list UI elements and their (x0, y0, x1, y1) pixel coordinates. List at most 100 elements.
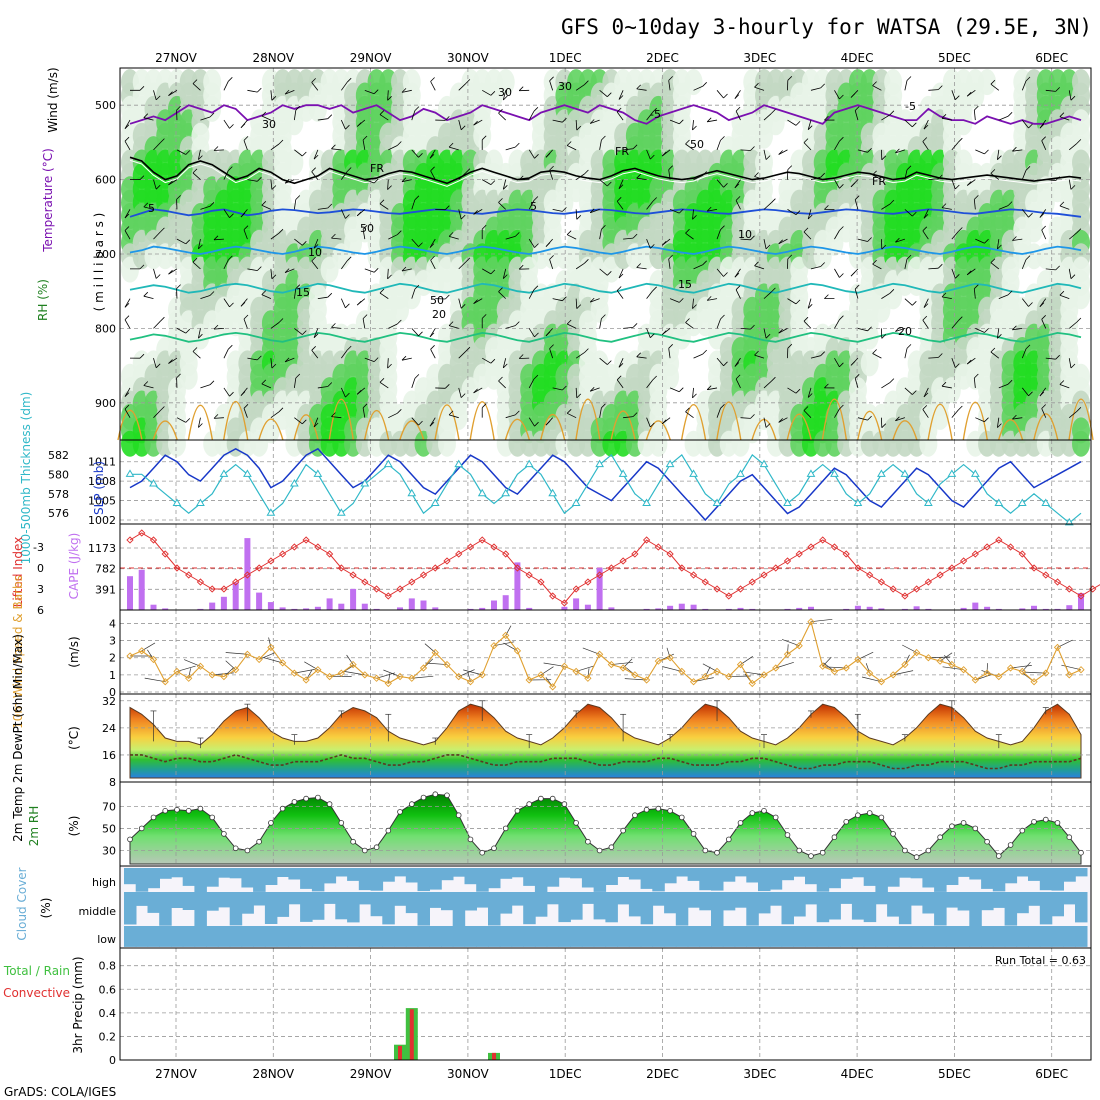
wind-barb-flag (652, 107, 657, 113)
lifted-index-marker (384, 592, 392, 600)
cloud-cell (570, 892, 583, 920)
cloud-cell (300, 892, 313, 922)
rh-marker (162, 807, 169, 814)
rh-marker (221, 831, 227, 837)
wind-barb (693, 677, 714, 683)
wind-barb-flag (771, 198, 776, 203)
warm-contour (399, 420, 425, 441)
wind-barb-flag (379, 378, 385, 383)
cloud-cell (1039, 868, 1053, 891)
wind-barb (778, 238, 788, 245)
wind-barb (388, 412, 398, 419)
wind-speed-marker (149, 655, 158, 664)
wind-barb (364, 89, 375, 95)
cloud-cell (1051, 892, 1064, 917)
lifted-index-marker (607, 564, 616, 572)
wind-barb (243, 229, 248, 240)
cape-tick-label: 391 (95, 583, 116, 596)
wind-speed-marker (1006, 664, 1015, 672)
contour-label: 5 (530, 200, 537, 213)
wind-barb (1021, 80, 1027, 91)
cape-bar (220, 596, 227, 610)
wind-barb (834, 408, 840, 418)
temperature-contour-15 (129, 282, 1082, 294)
wind-barb-flag (1041, 225, 1046, 231)
cloud-cell (182, 926, 196, 947)
wind-barb (124, 408, 131, 418)
wind-barb (646, 290, 654, 299)
wind-barb (198, 239, 201, 249)
wind-barb-flag (362, 314, 368, 319)
wind-barb (787, 298, 797, 305)
cloud-cell (546, 892, 560, 905)
cloud-cell (441, 868, 454, 881)
wind-barb (430, 259, 436, 270)
precip-tick-label: 0.6 (99, 983, 117, 996)
cloud-cell (499, 926, 513, 947)
wind-barb-flag (192, 257, 198, 263)
wind-barb-flag (143, 113, 149, 118)
wind-barb (810, 176, 821, 180)
contour-label: 10 (308, 246, 322, 259)
cape-bar (690, 604, 697, 610)
cape-bar (854, 605, 861, 610)
rh-marker (866, 810, 873, 816)
lifted-index-marker (196, 578, 205, 586)
cape-bar (608, 607, 615, 610)
rh-area (129, 793, 1082, 865)
wind-barb-flag (720, 314, 725, 320)
wind-barb (448, 414, 459, 419)
wind-barb (997, 417, 1000, 428)
wind-barb (576, 665, 595, 672)
rh-tick-label: 30 (102, 844, 116, 857)
wind-barb (176, 417, 186, 423)
rh-cell (978, 69, 997, 96)
cloud-cell (534, 926, 548, 947)
cloud-cell (311, 926, 325, 947)
wind-barb-flag (734, 94, 740, 99)
cloud-cell (523, 892, 536, 925)
cloud-cell (1075, 892, 1088, 923)
cloud-cell (264, 926, 278, 947)
wind-barb-flag (345, 303, 350, 309)
wind-barb-flag (1055, 87, 1060, 92)
rh-cell (684, 69, 703, 96)
wind-barb (388, 323, 398, 329)
wind-barb-flag (839, 404, 844, 410)
wind-barb-flag (974, 105, 979, 111)
wind-barb-flag (839, 136, 844, 142)
temp-tick-label: 24 (102, 722, 116, 735)
wind-barb-flag (912, 122, 917, 128)
dewpoint-line (130, 754, 1082, 770)
wind-barb-flag (807, 304, 813, 309)
wind-barb (284, 179, 295, 184)
wind-barb-flag (607, 271, 612, 276)
wind-speed-marker (549, 683, 557, 691)
wind-barb (430, 81, 436, 91)
cloud-cell (488, 868, 501, 889)
wind-barb (247, 89, 258, 93)
wind-barb (854, 378, 859, 389)
wind-barb (623, 327, 634, 329)
wind-barb (411, 378, 416, 389)
wind-barb (362, 407, 366, 418)
rh-marker (361, 847, 368, 854)
cape-bar (808, 606, 814, 610)
lifted-index-marker (1030, 564, 1038, 572)
wind-barb-flag (912, 390, 917, 395)
cape-bar (502, 595, 509, 610)
cloud-cell (922, 926, 935, 947)
wind-speed-marker (173, 667, 181, 676)
cloud-cell (288, 892, 301, 905)
cape-bar (573, 598, 580, 610)
lifted-index-marker (995, 536, 1003, 544)
wind-barb-flag (1039, 391, 1045, 397)
wind-barb-flag (465, 346, 471, 352)
wind-barb (401, 357, 412, 361)
wind-barb-flag (889, 199, 895, 205)
wind-speed-marker (314, 666, 322, 674)
cloud-cell (851, 868, 865, 878)
lifted-index-marker (173, 564, 181, 572)
wind-barb (1023, 671, 1046, 674)
rh-marker (678, 814, 685, 821)
